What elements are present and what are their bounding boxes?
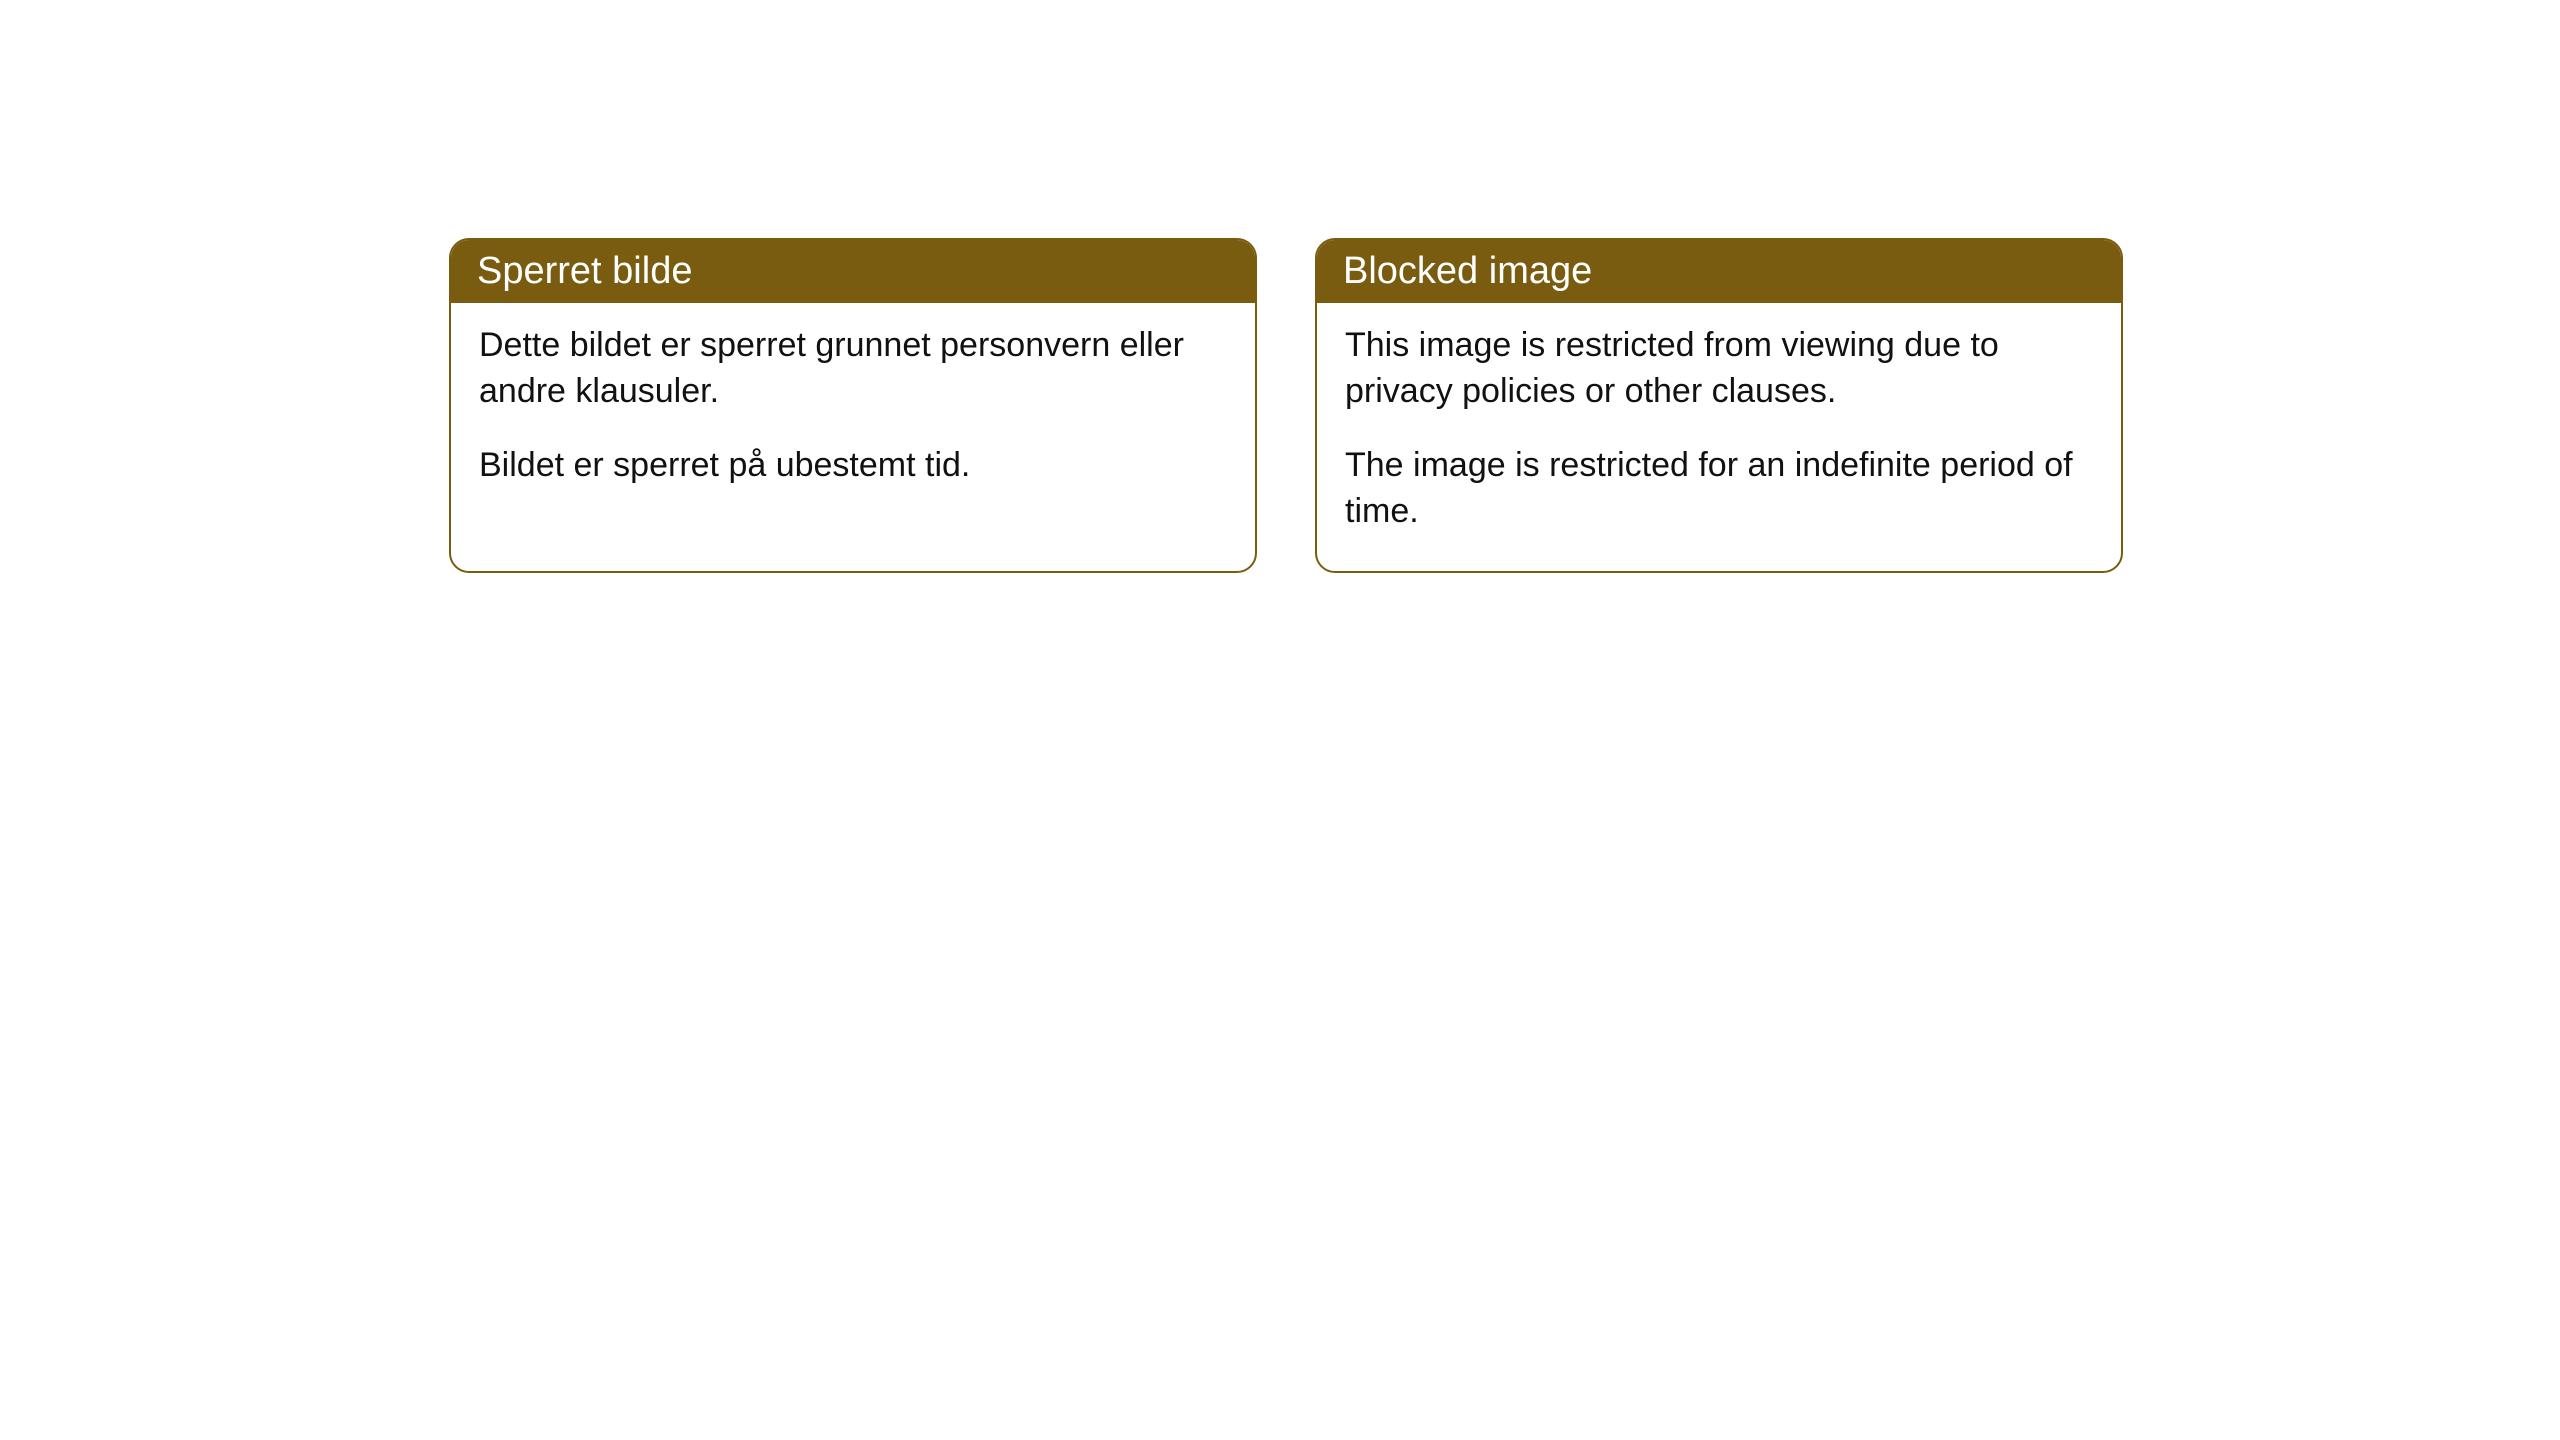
card-title: Sperret bilde xyxy=(477,250,692,292)
card-paragraph: The image is restricted for an indefinit… xyxy=(1345,443,2093,535)
blocked-image-card-english: Blocked image This image is restricted f… xyxy=(1315,238,2123,573)
card-header: Sperret bilde xyxy=(451,240,1255,303)
card-body: This image is restricted from viewing du… xyxy=(1317,303,2121,571)
blocked-image-card-norwegian: Sperret bilde Dette bildet er sperret gr… xyxy=(449,238,1257,573)
card-paragraph: This image is restricted from viewing du… xyxy=(1345,323,2093,415)
card-paragraph: Bildet er sperret på ubestemt tid. xyxy=(479,443,1227,489)
card-header: Blocked image xyxy=(1317,240,2121,303)
card-body: Dette bildet er sperret grunnet personve… xyxy=(451,303,1255,525)
card-title: Blocked image xyxy=(1343,250,1592,292)
card-paragraph: Dette bildet er sperret grunnet personve… xyxy=(479,323,1227,415)
notice-cards-container: Sperret bilde Dette bildet er sperret gr… xyxy=(449,238,2123,573)
